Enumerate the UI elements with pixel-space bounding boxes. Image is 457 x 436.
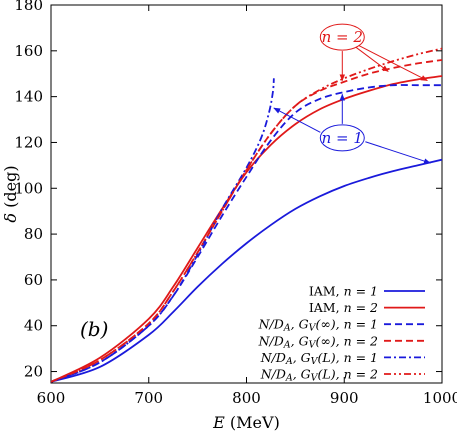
legend-label-3: N/DA, GV(∞), n = 1 bbox=[258, 317, 378, 334]
series-line-5 bbox=[51, 78, 275, 383]
y-tick-label: 40 bbox=[24, 317, 43, 335]
y-tick-label: 120 bbox=[14, 133, 43, 151]
y-tick-label: 140 bbox=[14, 88, 43, 106]
series-layer bbox=[51, 47, 442, 383]
series-line-3 bbox=[51, 84, 442, 383]
plot-frame bbox=[50, 4, 443, 384]
annotation-label-1: n = 2 bbox=[322, 28, 363, 46]
y-tick-label: 100 bbox=[14, 179, 43, 197]
axis-ticks: 600 700 800 900 1000 20 40 60 80 100 120 140 160 180 bbox=[14, 0, 457, 407]
annotation-arrow bbox=[354, 43, 428, 82]
legend-label-4: N/DA, GV(∞), n = 2 bbox=[258, 333, 378, 350]
annotation-ellipse bbox=[319, 124, 365, 152]
legend-label-6: N/DA, GV(L), n = 2 bbox=[260, 367, 378, 384]
y-axis-label: δ (deg) bbox=[1, 165, 20, 222]
y-tick-label: 60 bbox=[24, 271, 43, 289]
series-line-4 bbox=[51, 59, 442, 383]
x-tick-label: 1000 bbox=[423, 389, 457, 407]
x-tick-label: 700 bbox=[134, 389, 163, 407]
series-line-1 bbox=[51, 158, 442, 383]
x-tick-label: 900 bbox=[330, 389, 359, 407]
y-tick-label: 20 bbox=[24, 363, 43, 381]
y-tick-label: 80 bbox=[24, 225, 43, 243]
series-line-2 bbox=[51, 75, 442, 383]
panel-label: (b) bbox=[80, 317, 108, 341]
legend-label-5: N/DA, GV(L), n = 1 bbox=[260, 350, 378, 367]
x-tick-label: 800 bbox=[232, 389, 261, 407]
annotation-ellipse bbox=[319, 23, 365, 51]
legend-label-1: IAM, n = 1 bbox=[309, 284, 378, 299]
annotation-arrow bbox=[273, 107, 321, 133]
annotation-arrow bbox=[353, 45, 389, 72]
legend-label-2: IAM, n = 2 bbox=[309, 300, 378, 315]
annotation-layer: n = 2 n = 1 bbox=[273, 23, 431, 164]
x-tick-label: 600 bbox=[37, 389, 66, 407]
y-tick-label: 180 bbox=[14, 0, 43, 14]
annotation-label-2: n = 1 bbox=[322, 129, 363, 147]
x-axis-label: E (MeV) bbox=[212, 413, 280, 432]
annotation-arrow bbox=[365, 141, 431, 164]
series-line-6 bbox=[51, 47, 442, 383]
y-tick-label: 160 bbox=[14, 42, 43, 60]
